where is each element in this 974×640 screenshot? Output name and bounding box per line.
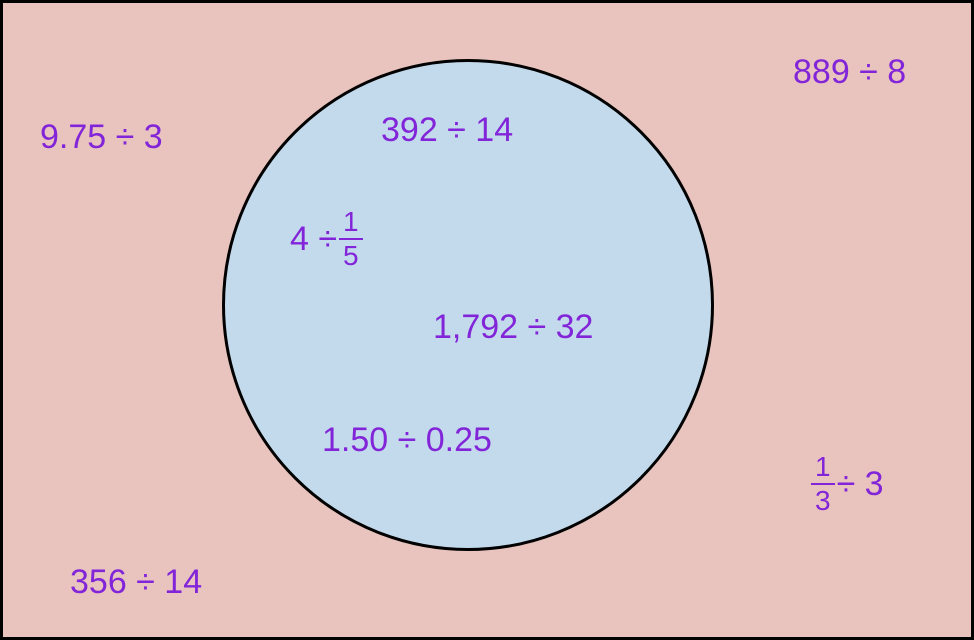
inside-expression: 392 ÷ 14 xyxy=(381,111,513,150)
fraction-denominator: 3 xyxy=(811,483,835,515)
inside-expression: 1,792 ÷ 32 xyxy=(433,308,593,347)
fraction: 15 xyxy=(339,208,363,270)
diagram-container: 392 ÷ 144 ÷ 151,792 ÷ 321.50 ÷ 0.25889 ÷… xyxy=(0,0,974,640)
outside-expression: 889 ÷ 8 xyxy=(793,53,906,92)
outside-expression: 356 ÷ 14 xyxy=(70,563,202,602)
expression-text: 889 ÷ 8 xyxy=(793,53,906,91)
expression-text: 392 ÷ 14 xyxy=(381,111,513,149)
inside-expression: 1.50 ÷ 0.25 xyxy=(322,421,492,460)
outside-expression: 13 ÷ 3 xyxy=(809,453,884,515)
fraction-numerator: 1 xyxy=(811,453,835,483)
fraction-denominator: 5 xyxy=(339,238,363,270)
expression-text: 356 ÷ 14 xyxy=(70,563,202,601)
expression-text: 1.50 ÷ 0.25 xyxy=(322,421,492,459)
fraction: 13 xyxy=(811,453,835,515)
expression-text: 1,792 ÷ 32 xyxy=(433,308,593,346)
inside-expression: 4 ÷ 15 xyxy=(290,208,365,270)
expression-text: 9.75 ÷ 3 xyxy=(40,118,163,156)
fraction-numerator: 1 xyxy=(339,208,363,238)
outside-expression: 9.75 ÷ 3 xyxy=(40,118,163,157)
expression-prefix: 4 ÷ xyxy=(290,220,337,259)
expression-suffix: ÷ 3 xyxy=(837,465,884,504)
